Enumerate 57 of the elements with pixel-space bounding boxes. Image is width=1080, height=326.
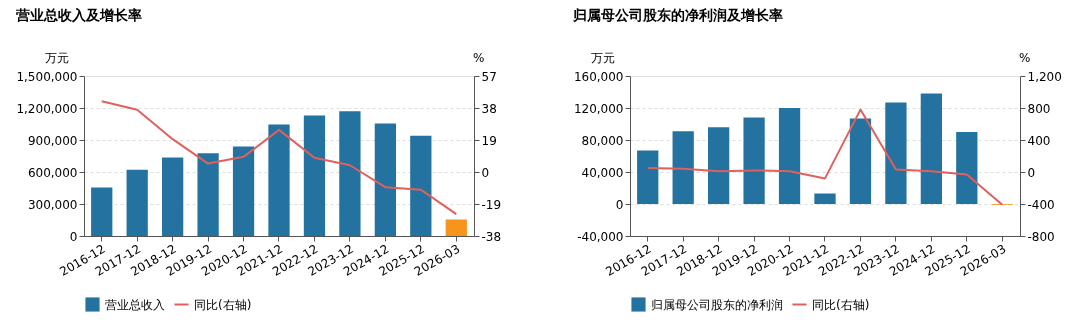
bar [672,131,694,204]
y-tick-label: 0 [615,197,624,212]
y-tick-label: 900,000 [27,133,78,148]
y-tick-label: 1,500,000 [16,69,78,84]
bar [637,150,659,204]
y-axis-title: 万元 [590,50,615,65]
bar [445,219,467,236]
bar [374,123,396,236]
bar [126,169,148,236]
y-tick-label: 80,000 [581,133,624,148]
legend-label: 同比(右轴) [812,297,870,312]
y-tick-label: 0 [69,229,78,244]
y2-tick-label: -800 [1027,229,1055,244]
y2-tick-label: -19 [481,197,502,212]
bar [91,187,113,236]
chart-title: 营业总收入及增长率 [14,7,142,23]
y2-tick-label: 19 [481,133,497,148]
line-series [100,100,458,216]
line-series [646,108,1004,206]
y-tick-label: 300,000 [27,197,78,212]
y2-tick-label: 57 [481,69,497,84]
bar [849,118,872,204]
y2-tick-label: 38 [481,101,497,116]
y2-tick-label: 0 [481,165,490,180]
bar [778,108,801,204]
y2-tick-label: -400 [1027,197,1055,212]
y-axis-title: 万元 [44,50,69,65]
bar [410,135,432,236]
y-tick-label: 40,000 [581,165,624,180]
y2-tick-label: -38 [481,229,502,244]
y2-axis-title: % [1019,50,1031,65]
chart-title: 归属母公司股东的净利润及增长率 [572,7,784,23]
y-tick-label: -40,000 [577,229,624,244]
bar [197,153,219,236]
bar [956,132,978,204]
bar [339,111,361,236]
y2-axis-title: % [473,50,485,65]
y-tick-label: 600,000 [27,165,78,180]
bar [232,146,255,236]
y2-tick-label: 400 [1027,133,1051,148]
bar [814,193,836,204]
bar [162,157,184,236]
y-tick-label: 160,000 [573,69,624,84]
legend-label: 归属母公司股东的净利润 [651,297,783,312]
bar [920,93,942,204]
y2-tick-label: 800 [1027,101,1051,116]
bar [708,127,730,204]
bar [268,124,290,236]
bar [885,102,907,204]
y-tick-label: 1,200,000 [16,101,78,116]
legend-label: 营业总收入 [105,297,165,312]
bar [743,117,765,204]
bar [303,115,326,236]
y2-tick-label: 1,200 [1027,69,1062,84]
legend-label: 同比(右轴) [194,297,252,312]
y-tick-label: 120,000 [573,101,624,116]
y2-tick-label: 0 [1027,165,1036,180]
